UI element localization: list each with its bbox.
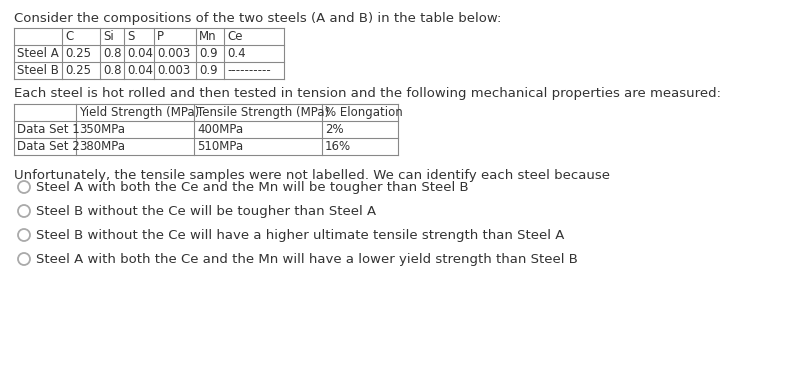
Text: S: S	[127, 30, 135, 43]
Circle shape	[18, 205, 30, 217]
Text: Steel A: Steel A	[17, 47, 59, 60]
Text: 380MPa: 380MPa	[79, 140, 125, 153]
Text: 510MPa: 510MPa	[197, 140, 243, 153]
Text: Data Set 1: Data Set 1	[17, 123, 80, 136]
Text: Unfortunately, the tensile samples were not labelled. We can identify each steel: Unfortunately, the tensile samples were …	[14, 169, 610, 182]
Text: 0.8: 0.8	[103, 47, 122, 60]
Text: 0.003: 0.003	[157, 64, 190, 77]
Text: 0.25: 0.25	[65, 47, 91, 60]
Text: Yield Strength (MPa): Yield Strength (MPa)	[79, 106, 199, 119]
Text: Si: Si	[103, 30, 114, 43]
Text: 400MPa: 400MPa	[197, 123, 243, 136]
Circle shape	[18, 229, 30, 241]
Text: P: P	[157, 30, 164, 43]
Text: 350MPa: 350MPa	[79, 123, 125, 136]
Text: 0.9: 0.9	[199, 64, 218, 77]
Text: 0.8: 0.8	[103, 64, 122, 77]
Text: 0.25: 0.25	[65, 64, 91, 77]
Text: % Elongation: % Elongation	[325, 106, 403, 119]
Text: C: C	[65, 30, 73, 43]
Circle shape	[18, 253, 30, 265]
Bar	[14, 104, 398, 155]
Bar	[14, 28, 284, 79]
Text: Data Set 2: Data Set 2	[17, 140, 80, 153]
Text: 0.04: 0.04	[127, 64, 153, 77]
Text: 0.9: 0.9	[199, 47, 218, 60]
Text: 0.003: 0.003	[157, 47, 190, 60]
Text: Steel B without the Ce will be tougher than Steel A: Steel B without the Ce will be tougher t…	[36, 204, 376, 218]
Text: Steel B: Steel B	[17, 64, 59, 77]
Text: Steel A with both the Ce and the Mn will have a lower yield strength than Steel : Steel A with both the Ce and the Mn will…	[36, 253, 578, 265]
Text: 2%: 2%	[325, 123, 343, 136]
Text: Mn: Mn	[199, 30, 217, 43]
Text: Tensile Strength (MPa): Tensile Strength (MPa)	[197, 106, 329, 119]
Text: Steel B without the Ce will have a higher ultimate tensile strength than Steel A: Steel B without the Ce will have a highe…	[36, 229, 564, 241]
Text: ----------: ----------	[227, 64, 271, 77]
Text: 0.4: 0.4	[227, 47, 246, 60]
Text: Consider the compositions of the two steels (A and B) in the table below:: Consider the compositions of the two ste…	[14, 12, 501, 25]
Circle shape	[18, 181, 30, 193]
Text: Each steel is hot rolled and then tested in tension and the following mechanical: Each steel is hot rolled and then tested…	[14, 87, 721, 100]
Text: 16%: 16%	[325, 140, 351, 153]
Text: 0.04: 0.04	[127, 47, 153, 60]
Text: Ce: Ce	[227, 30, 243, 43]
Text: Steel A with both the Ce and the Mn will be tougher than Steel B: Steel A with both the Ce and the Mn will…	[36, 180, 468, 194]
